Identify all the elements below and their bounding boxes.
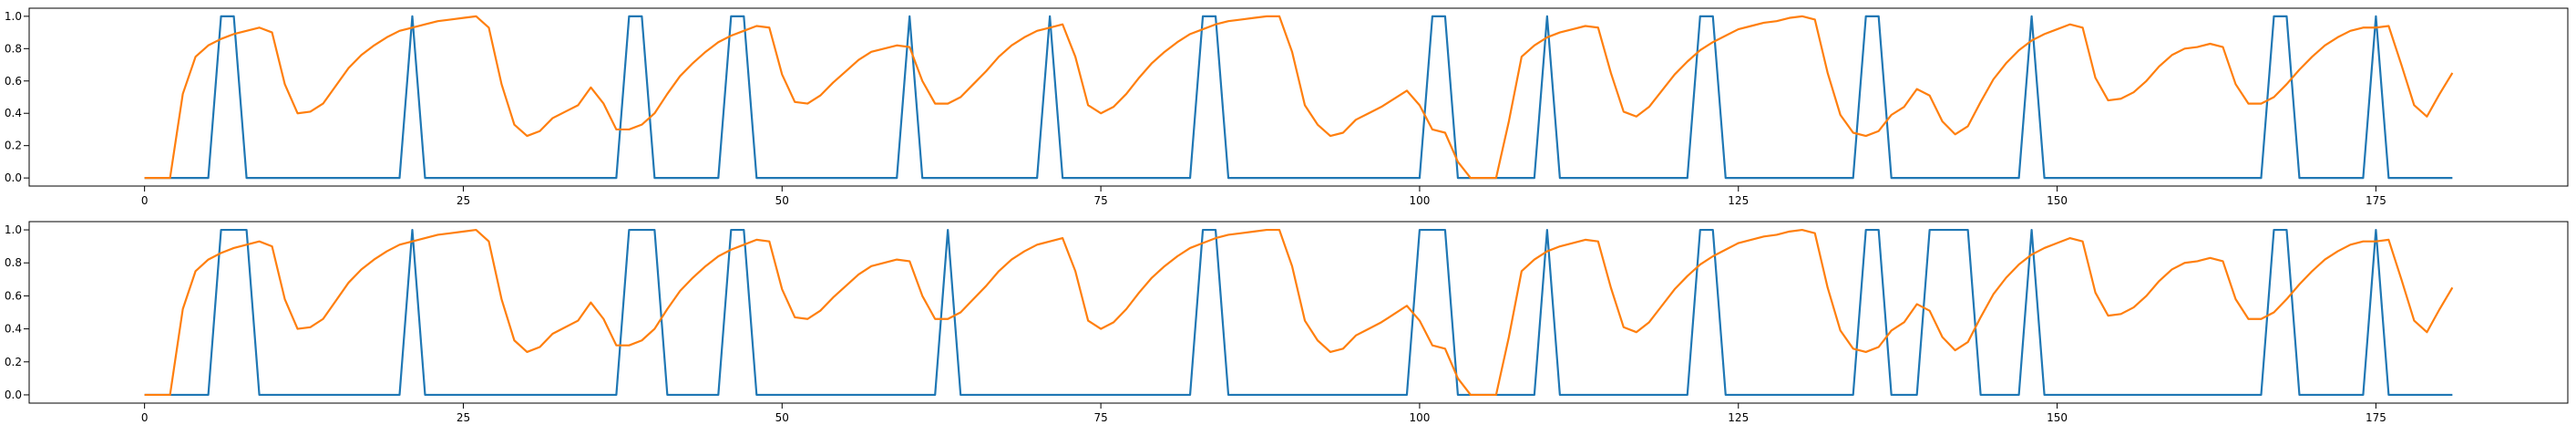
x-tick-label: 75 xyxy=(1093,411,1107,424)
y-tick-label: 0.2 xyxy=(5,140,22,152)
y-tick-label: 0.0 xyxy=(5,171,22,184)
x-tick-label: 125 xyxy=(1728,411,1749,424)
x-tick-label: 0 xyxy=(141,411,149,424)
x-tick-label: 175 xyxy=(2366,411,2386,424)
y-tick-label: 0.4 xyxy=(5,323,22,336)
x-tick-label: 75 xyxy=(1093,194,1107,207)
y-tick-label: 0.8 xyxy=(5,42,22,55)
x-tick-label: 125 xyxy=(1728,194,1749,207)
x-tick-label: 25 xyxy=(457,411,470,424)
y-tick-label: 1.0 xyxy=(5,223,22,236)
x-tick-label: 175 xyxy=(2366,194,2386,207)
axes-frame xyxy=(28,7,2569,187)
x-tick-label: 50 xyxy=(775,194,789,207)
series-line xyxy=(144,228,2454,397)
y-tick-label: 0.2 xyxy=(5,356,22,368)
y-tick-label: 0.4 xyxy=(5,107,22,119)
x-tick-label: 100 xyxy=(1409,411,1430,424)
x-tick-label: 150 xyxy=(2047,411,2068,424)
x-tick-label: 25 xyxy=(457,194,470,207)
x-tick-label: 50 xyxy=(775,411,789,424)
y-tick-label: 1.0 xyxy=(5,10,22,23)
y-tick-label: 0.0 xyxy=(5,389,22,401)
y-tick-label: 0.6 xyxy=(5,75,22,88)
series-line xyxy=(144,15,2453,180)
x-tick-label: 100 xyxy=(1409,194,1430,207)
x-tick-label: 0 xyxy=(141,194,149,207)
y-tick-label: 0.8 xyxy=(5,256,22,269)
y-tick-label: 0.6 xyxy=(5,289,22,302)
series-line xyxy=(144,228,2453,397)
axes-frame xyxy=(28,221,2569,404)
series-line xyxy=(144,15,2454,180)
x-tick-label: 150 xyxy=(2047,194,2068,207)
